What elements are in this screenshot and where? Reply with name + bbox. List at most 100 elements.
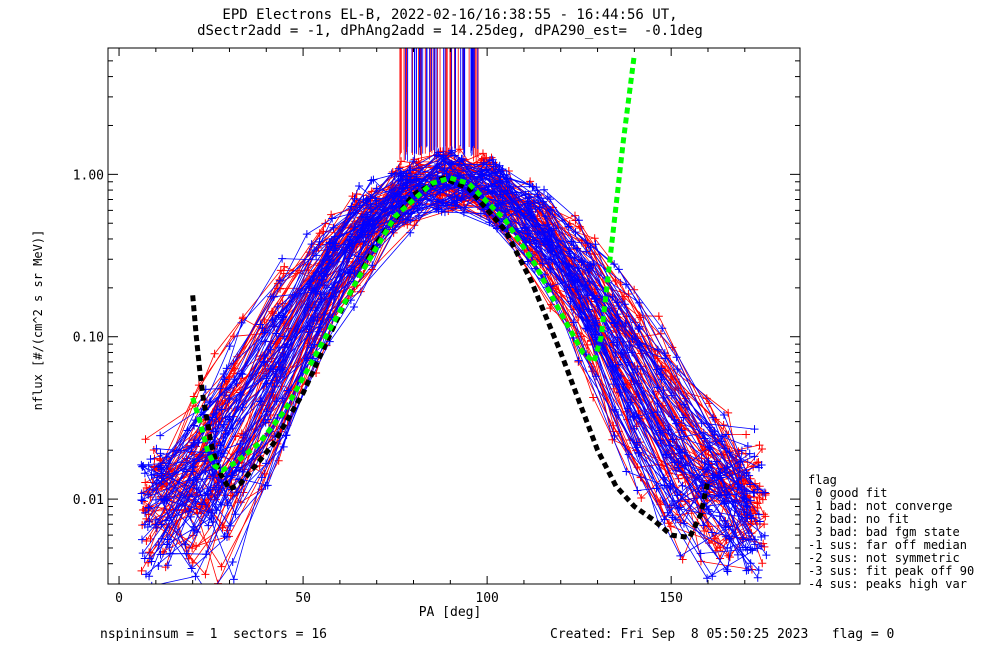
measured-point [677,426,686,435]
measured-point [223,526,232,535]
measured-point [455,145,464,154]
measured-point [746,480,755,489]
measured-point [321,219,330,228]
measured-point [396,192,405,201]
measured-point [620,292,629,301]
measured-point [139,462,148,471]
measured-point [365,215,374,224]
measured-point [742,513,751,522]
measured-point [302,230,311,239]
measured-point [268,388,277,397]
measured-point [494,200,503,209]
measured-point [320,281,329,290]
measured-point [676,551,685,560]
fit-line-green [190,53,637,473]
measured-point [349,302,358,311]
measured-point [312,251,321,260]
legend-item: -4 sus: peaks high var [808,577,967,591]
measured-point [151,581,153,584]
measured-point [210,349,219,358]
measured-point [204,521,213,530]
measured-point [744,529,753,538]
measured-point [217,562,226,571]
measured-point [232,466,241,475]
measured-point [614,265,623,274]
measured-point [266,364,275,373]
measured-point [750,452,759,461]
measured-point [659,393,668,402]
measured-point [192,527,201,536]
measured-point [708,572,717,581]
measured-point [392,203,401,212]
measured-point [635,340,644,349]
measured-point [226,383,235,392]
measured-point [629,411,638,420]
measured-point [185,492,194,501]
measured-point [737,446,746,455]
measured-point [754,463,763,472]
measured-point [303,303,312,312]
measured-point [258,324,267,333]
measured-point [367,208,376,217]
measured-point [757,541,766,550]
measured-point [238,403,247,412]
measured-point [633,486,642,495]
measured-point [140,554,149,563]
measured-point [156,550,165,559]
measured-point [762,551,771,560]
measured-point [543,245,552,254]
measured-point [229,575,238,584]
measured-point [746,535,755,544]
blue-series-layer [137,48,771,584]
measured-point [652,365,661,374]
measured-point [308,284,317,293]
measured-point [574,216,583,225]
measured-point [239,313,248,322]
measured-point [658,324,667,333]
measured-point [153,473,162,482]
measured-point [160,496,169,505]
measured-point [278,254,287,263]
measured-point [147,471,156,480]
measured-point [272,397,281,406]
measured-point [617,350,626,359]
measured-point [755,517,764,526]
measured-point [228,557,237,566]
measured-point [705,438,714,447]
measured-point [480,153,489,162]
measured-point [152,523,161,532]
x-tick-label: 150 [659,591,682,606]
measured-point [755,494,764,503]
measured-point [457,194,466,203]
measured-point [206,397,215,406]
measured-point [723,567,732,576]
measured-point [278,394,287,403]
measured-point [329,292,338,301]
measured-point [665,441,674,450]
measured-point [140,520,149,529]
measured-point [546,304,555,313]
x-tick-label: 0 [115,591,123,606]
measured-point [761,512,770,521]
measured-point [656,370,665,379]
measured-point [609,338,618,347]
measured-point [581,324,590,333]
measured-point [703,574,712,583]
measured-point [743,458,752,467]
measured-point [154,540,163,549]
measured-point [137,496,146,505]
measured-point [742,430,751,439]
measured-point [201,467,210,476]
measured-point [141,435,150,444]
measured-point [398,174,407,183]
measured-point [613,322,622,331]
measured-point [574,356,583,365]
measured-point [745,449,754,458]
measured-point [256,320,265,329]
measured-point [328,242,337,251]
measured-point [545,195,554,204]
measured-point [504,167,513,176]
measured-point [608,292,617,301]
measured-point [310,340,319,349]
